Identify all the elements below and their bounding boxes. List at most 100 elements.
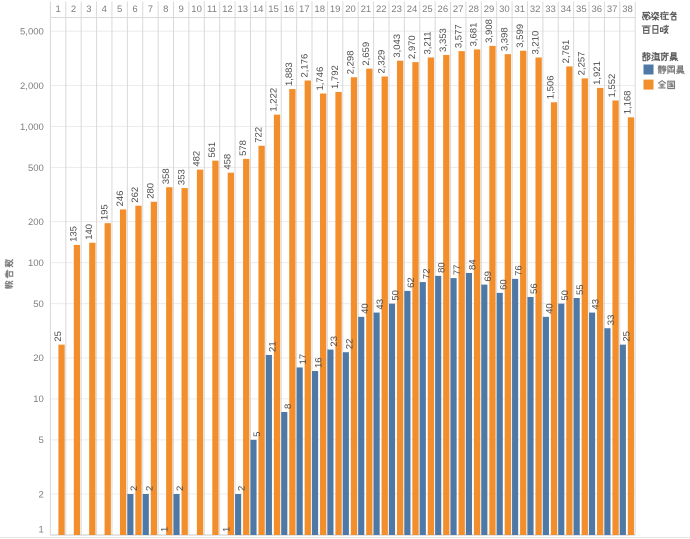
- svg-text:353: 353: [176, 169, 187, 185]
- svg-text:21: 21: [267, 341, 278, 352]
- svg-text:561: 561: [207, 142, 218, 158]
- svg-text:84: 84: [468, 259, 479, 270]
- svg-text:21: 21: [361, 4, 372, 15]
- svg-text:28: 28: [468, 4, 479, 15]
- svg-text:60: 60: [498, 279, 509, 290]
- svg-text:20: 20: [33, 353, 44, 364]
- svg-text:33: 33: [545, 4, 556, 15]
- svg-text:12: 12: [222, 4, 233, 15]
- svg-text:578: 578: [238, 140, 249, 156]
- svg-text:40: 40: [544, 303, 555, 314]
- svg-text:1,000: 1,000: [20, 122, 44, 133]
- svg-text:2: 2: [175, 486, 186, 491]
- svg-text:76: 76: [514, 265, 525, 276]
- svg-text:2,298: 2,298: [346, 50, 357, 74]
- svg-text:25: 25: [422, 4, 433, 15]
- svg-text:100: 100: [28, 258, 44, 269]
- svg-text:23: 23: [329, 336, 340, 347]
- svg-text:140: 140: [84, 224, 95, 240]
- svg-text:3,210: 3,210: [530, 31, 541, 55]
- svg-text:358: 358: [161, 168, 172, 184]
- svg-text:11: 11: [207, 4, 217, 15]
- svg-text:1,552: 1,552: [607, 74, 618, 98]
- svg-text:50: 50: [560, 290, 571, 301]
- svg-text:458: 458: [222, 154, 233, 170]
- svg-text:43: 43: [591, 299, 602, 310]
- svg-text:17: 17: [298, 354, 309, 365]
- svg-text:50: 50: [391, 290, 402, 301]
- svg-text:2,329: 2,329: [376, 50, 387, 74]
- svg-text:32: 32: [530, 4, 541, 15]
- svg-text:40: 40: [360, 303, 371, 314]
- svg-text:500: 500: [28, 163, 44, 174]
- svg-text:2,176: 2,176: [299, 54, 310, 78]
- svg-text:3,908: 3,908: [484, 19, 495, 43]
- svg-text:4: 4: [102, 4, 107, 15]
- svg-text:2,257: 2,257: [576, 52, 587, 76]
- svg-text:3,211: 3,211: [423, 31, 434, 54]
- svg-text:29: 29: [484, 4, 495, 15]
- svg-text:482: 482: [192, 151, 203, 167]
- svg-text:31: 31: [514, 4, 525, 15]
- svg-text:5: 5: [252, 432, 263, 437]
- svg-text:1: 1: [39, 524, 44, 535]
- svg-text:3,398: 3,398: [499, 27, 510, 51]
- svg-text:262: 262: [130, 187, 141, 203]
- svg-text:30: 30: [499, 4, 510, 15]
- svg-text:2: 2: [71, 4, 76, 15]
- svg-text:1,746: 1,746: [315, 67, 326, 91]
- svg-text:35: 35: [576, 4, 587, 15]
- svg-text:200: 200: [28, 217, 44, 228]
- svg-text:33: 33: [606, 315, 617, 326]
- svg-text:10: 10: [191, 4, 202, 15]
- svg-text:43: 43: [375, 299, 386, 310]
- svg-text:20: 20: [345, 4, 356, 15]
- svg-text:3,577: 3,577: [453, 24, 464, 48]
- svg-text:16: 16: [284, 4, 295, 15]
- svg-text:26: 26: [438, 4, 449, 15]
- svg-text:5: 5: [39, 435, 44, 446]
- svg-text:722: 722: [253, 127, 264, 143]
- svg-text:23: 23: [391, 4, 402, 15]
- svg-text:80: 80: [437, 262, 448, 273]
- svg-text:14: 14: [253, 4, 264, 15]
- svg-text:3: 3: [86, 4, 91, 15]
- svg-text:9: 9: [179, 4, 184, 15]
- svg-text:22: 22: [344, 339, 355, 350]
- svg-text:1,921: 1,921: [592, 61, 603, 85]
- svg-text:77: 77: [452, 265, 463, 276]
- svg-text:1,792: 1,792: [330, 65, 341, 89]
- svg-text:18: 18: [314, 4, 325, 15]
- svg-text:3,353: 3,353: [438, 28, 449, 52]
- svg-text:19: 19: [330, 4, 341, 15]
- svg-text:5: 5: [117, 4, 122, 15]
- svg-text:1: 1: [221, 527, 232, 532]
- svg-text:25: 25: [621, 331, 632, 342]
- svg-text:2,000: 2,000: [20, 81, 44, 92]
- svg-text:3,599: 3,599: [515, 24, 526, 48]
- svg-text:10: 10: [33, 394, 44, 405]
- svg-text:50: 50: [33, 299, 44, 310]
- svg-text:25: 25: [53, 331, 64, 342]
- svg-text:27: 27: [453, 4, 464, 15]
- svg-text:17: 17: [299, 4, 310, 15]
- svg-text:7: 7: [148, 4, 153, 15]
- svg-text:246: 246: [115, 191, 126, 207]
- svg-text:195: 195: [99, 204, 110, 220]
- svg-text:36: 36: [591, 4, 602, 15]
- svg-text:13: 13: [237, 4, 248, 15]
- svg-text:1,168: 1,168: [623, 91, 634, 115]
- svg-text:1,883: 1,883: [284, 62, 295, 86]
- svg-text:62: 62: [406, 277, 417, 288]
- svg-text:2: 2: [39, 489, 44, 500]
- svg-text:72: 72: [421, 269, 432, 280]
- svg-text:2: 2: [237, 486, 248, 491]
- svg-text:5,000: 5,000: [20, 27, 44, 38]
- svg-text:2,761: 2,761: [561, 40, 572, 64]
- svg-text:2: 2: [129, 486, 140, 491]
- svg-text:15: 15: [268, 4, 279, 15]
- svg-text:56: 56: [529, 283, 540, 294]
- svg-text:69: 69: [483, 271, 494, 282]
- svg-text:1,222: 1,222: [269, 88, 280, 112]
- svg-text:135: 135: [69, 226, 80, 242]
